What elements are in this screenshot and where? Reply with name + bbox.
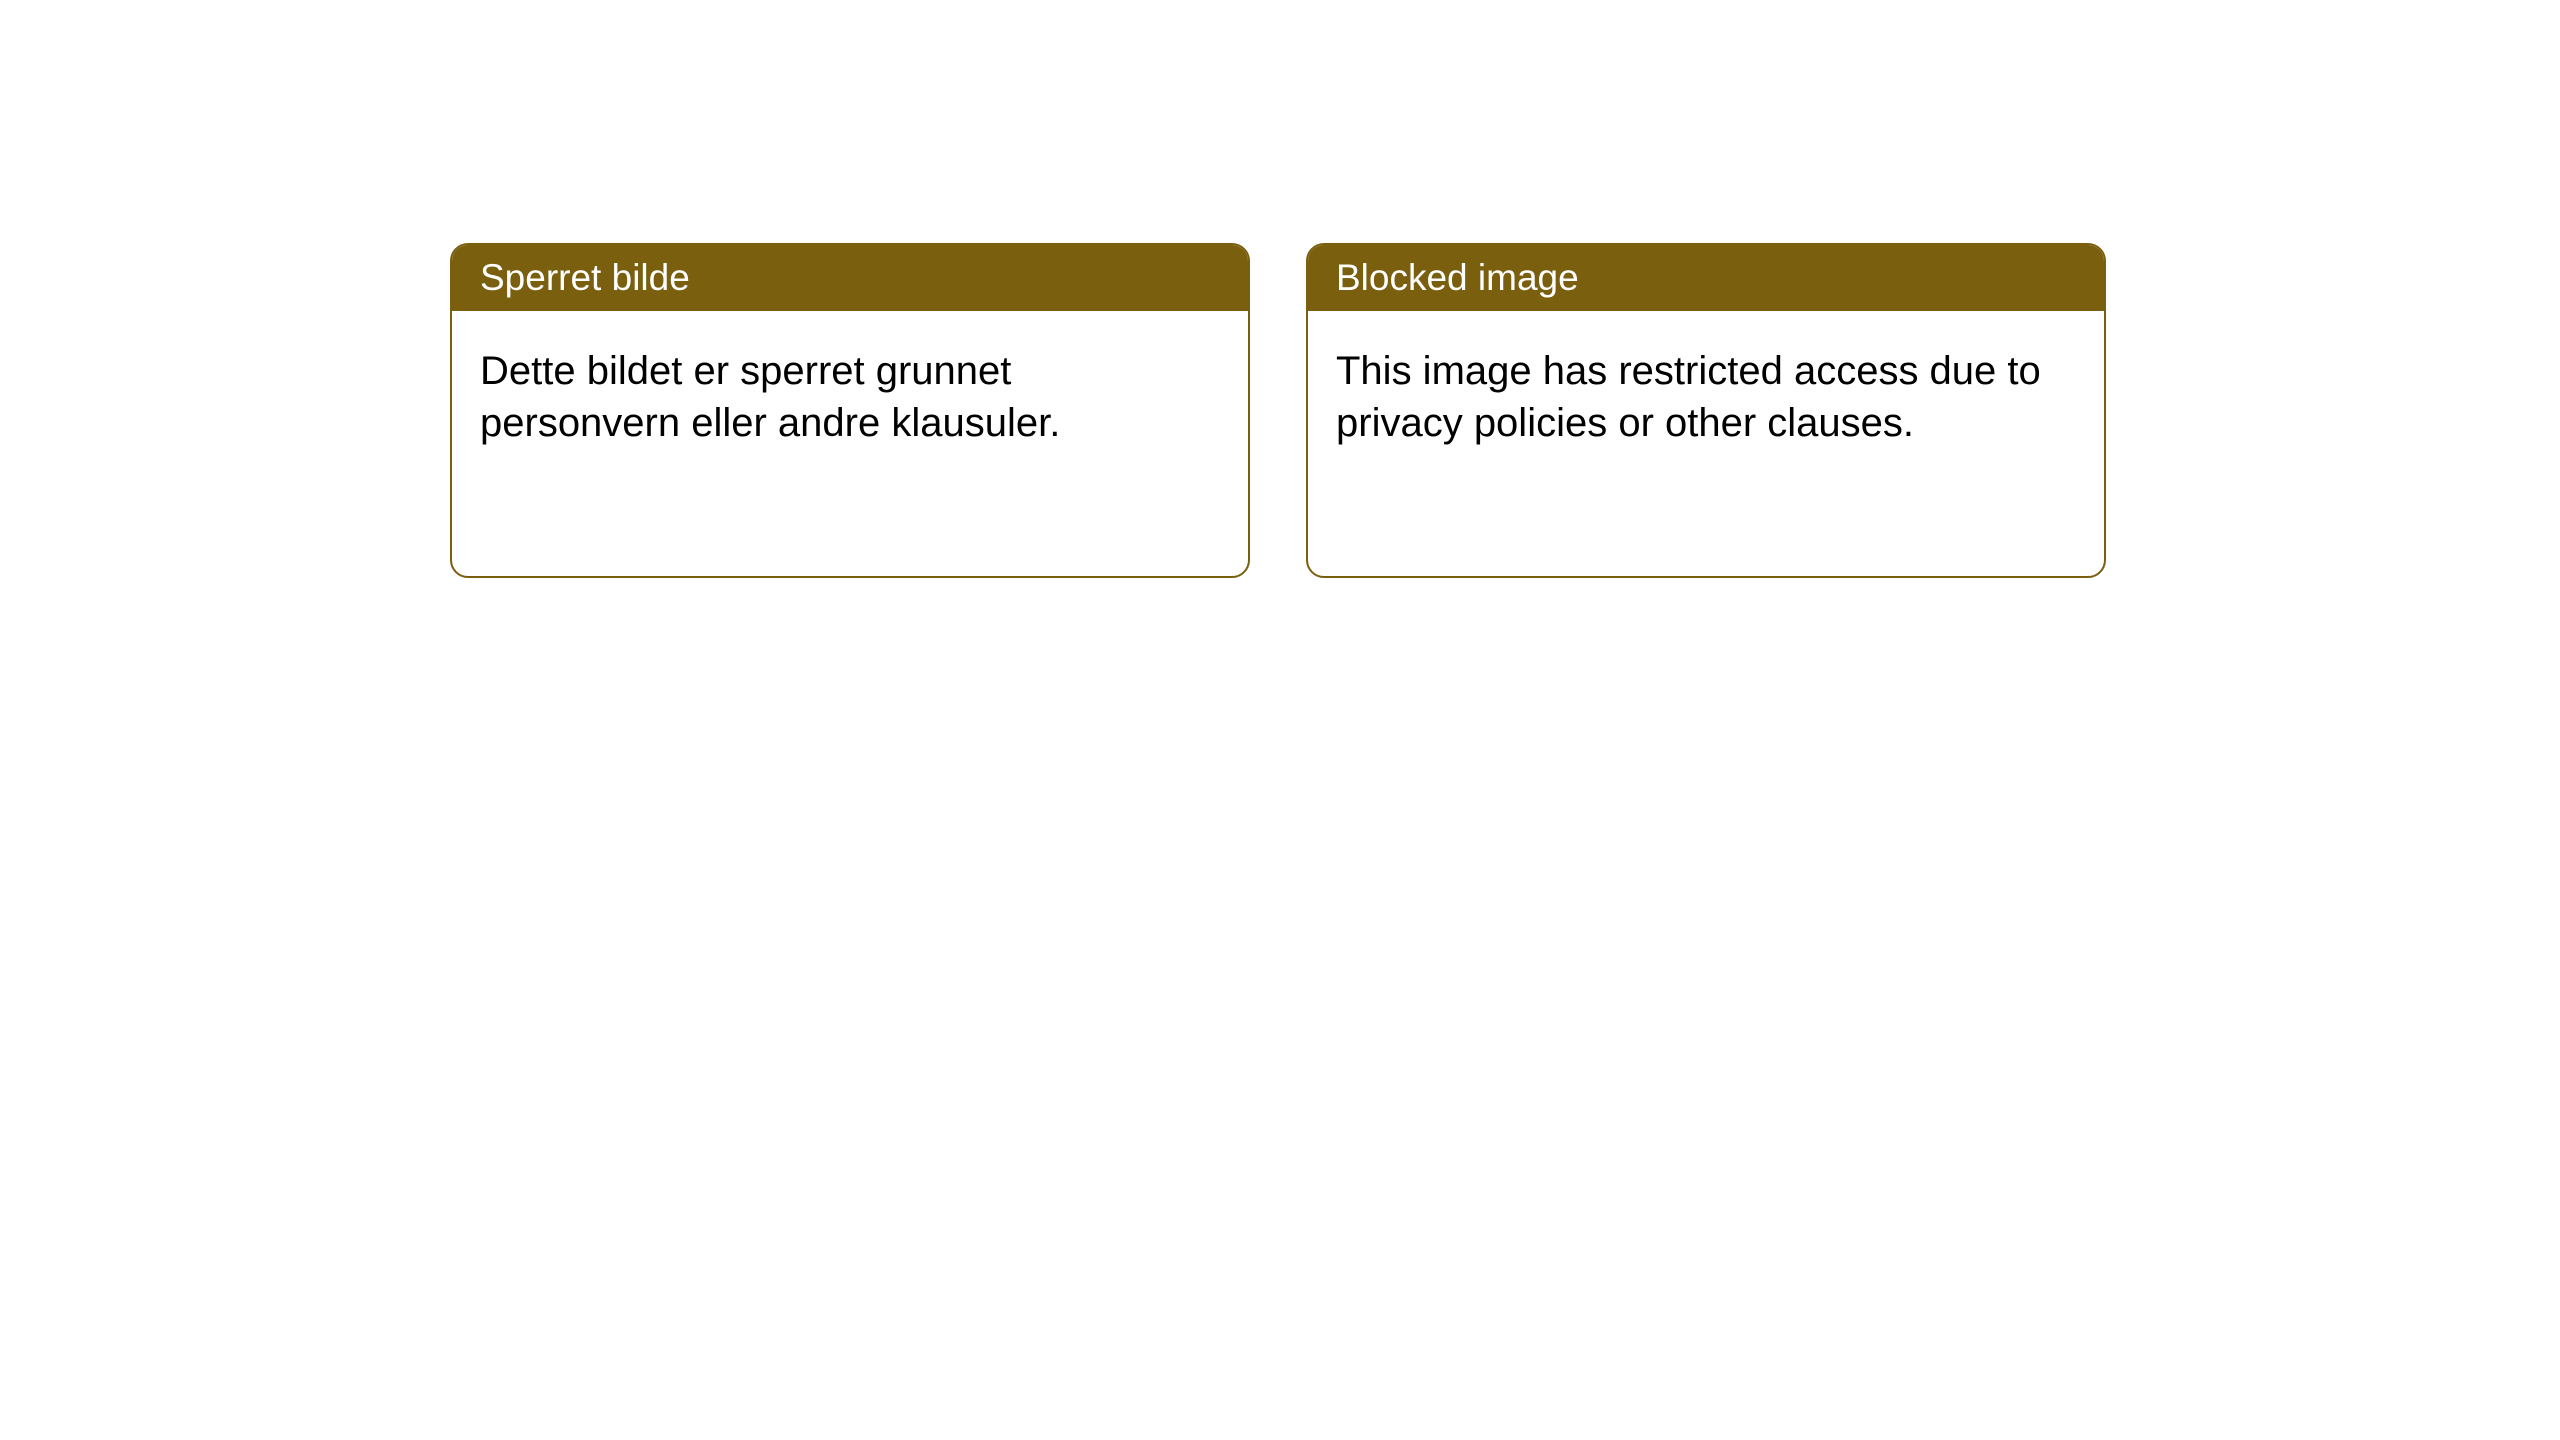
notice-container: Sperret bilde Dette bildet er sperret gr…	[0, 0, 2560, 578]
notice-card-body: Dette bildet er sperret grunnet personve…	[452, 311, 1248, 483]
notice-card-english: Blocked image This image has restricted …	[1306, 243, 2106, 578]
notice-card-header: Sperret bilde	[452, 245, 1248, 311]
notice-card-norwegian: Sperret bilde Dette bildet er sperret gr…	[450, 243, 1250, 578]
notice-card-header: Blocked image	[1308, 245, 2104, 311]
notice-body-text: Dette bildet er sperret grunnet personve…	[480, 349, 1060, 445]
notice-title: Blocked image	[1336, 257, 1579, 298]
notice-body-text: This image has restricted access due to …	[1336, 349, 2041, 445]
notice-title: Sperret bilde	[480, 257, 690, 298]
notice-card-body: This image has restricted access due to …	[1308, 311, 2104, 483]
